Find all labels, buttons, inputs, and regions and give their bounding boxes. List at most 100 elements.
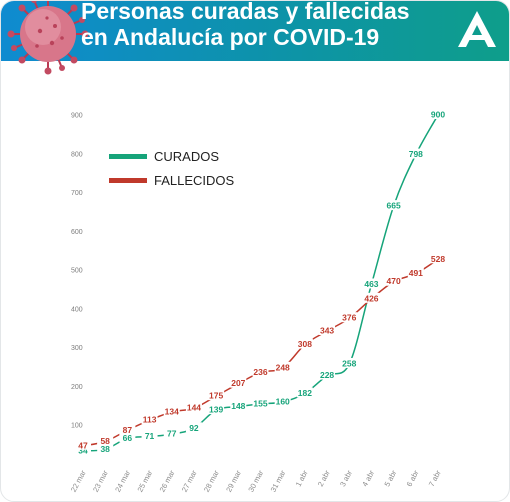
data-label-curados: 258: [342, 358, 356, 368]
data-label-background: [385, 275, 402, 286]
data-label-background: [407, 267, 424, 278]
data-label-background: [341, 312, 358, 323]
y-tick-label: 500: [71, 268, 83, 275]
data-label-fallecidos: 308: [298, 339, 312, 349]
data-label-fallecidos: 134: [165, 407, 179, 417]
data-label-background: [319, 369, 336, 380]
data-label-background: [119, 432, 136, 443]
data-labels: 34 38 66 71 77 92 139 148 155 160 182 228 258 463 665 7…: [75, 109, 446, 455]
data-label-curados: 77: [167, 429, 177, 439]
data-label-curados: 148: [231, 401, 245, 411]
data-label-curados: 463: [364, 279, 378, 289]
x-tick-label: 30 mar: [246, 468, 265, 493]
data-label-background: [363, 292, 380, 303]
data-label-background: [252, 397, 269, 408]
y-tick-label: 400: [71, 306, 83, 313]
data-label-background: [119, 424, 136, 435]
data-label-background: [163, 428, 180, 439]
x-tick-label: 26 mar: [158, 468, 177, 493]
data-label-curados: 182: [298, 388, 312, 398]
data-label-fallecidos: 87: [123, 425, 133, 435]
data-label-background: [230, 400, 247, 411]
data-label-background: [363, 278, 380, 289]
x-tick-label: 31 mar: [269, 468, 288, 493]
data-label-fallecidos: 470: [387, 276, 401, 286]
line-chart: 100 200 300 400 500 600 700 800 900 22 mar 23 mar…: [69, 109, 446, 494]
data-label-curados: 900: [431, 110, 445, 120]
x-tick-label: 27 mar: [180, 468, 199, 493]
data-label-fallecidos: 113: [143, 415, 157, 425]
series-line-fallecidos: [82, 258, 439, 447]
y-tick-label: 800: [71, 151, 83, 158]
data-label-fallecidos: 248: [276, 362, 290, 372]
x-tick-label: 7 abr: [427, 468, 443, 488]
data-label-background: [252, 366, 269, 377]
data-label-background: [141, 414, 158, 425]
title-line-2: en Andalucía por COVID-19: [81, 24, 380, 50]
junta-andalucia-logo-icon: [458, 11, 496, 47]
data-label-fallecidos: 207: [231, 378, 245, 388]
data-label-background: [274, 361, 291, 372]
x-tick-label: 5 abr: [382, 468, 398, 488]
data-label-background: [185, 402, 202, 413]
data-label-fallecidos: 58: [100, 436, 110, 446]
x-tick-label: 1 abr: [294, 468, 310, 488]
data-label-fallecidos: 175: [209, 391, 223, 401]
x-tick-label: 4 abr: [360, 468, 376, 488]
data-label-curados: 798: [409, 149, 423, 159]
x-tick-label: 22 mar: [69, 468, 88, 493]
legend-label-curados: CURADOS: [154, 149, 219, 164]
x-axis: 22 mar 23 mar 24 mar 25 mar 26 mar 27 mar 28 m…: [69, 468, 443, 493]
data-label-background: [208, 404, 225, 415]
data-label-fallecidos: 236: [253, 367, 267, 377]
data-label-fallecidos: 343: [320, 325, 334, 335]
data-label-curados: 155: [253, 398, 267, 408]
coronavirus-icon: [7, 1, 89, 75]
x-tick-label: 2 abr: [316, 468, 332, 488]
data-label-fallecidos: 491: [409, 268, 423, 278]
data-label-fallecidos: 47: [78, 440, 88, 450]
data-label-background: [75, 439, 91, 450]
data-label-background: [296, 387, 313, 398]
data-label-curados: 38: [100, 444, 110, 454]
data-label-background: [385, 200, 402, 211]
legend-swatch-fallecidos: [109, 178, 147, 183]
x-tick-label: 29 mar: [224, 468, 243, 493]
x-tick-label: 6 abr: [405, 468, 421, 488]
y-tick-label: 900: [71, 113, 83, 120]
x-tick-label: 28 mar: [202, 468, 221, 493]
data-label-background: [97, 435, 114, 446]
data-label-background: [341, 357, 358, 368]
y-tick-label: 100: [71, 423, 83, 430]
data-label-fallecidos: 426: [364, 293, 378, 303]
data-label-background: [430, 109, 446, 119]
title-line-1: Personas curadas y fallecidas: [81, 0, 410, 24]
y-axis: 100 200 300 400 500 600 700 800 900: [71, 113, 83, 430]
x-tick-label: 24 mar: [113, 468, 132, 493]
data-label-background: [430, 253, 446, 264]
x-tick-label: 3 abr: [338, 468, 354, 488]
data-label-background: [208, 390, 225, 401]
data-label-fallecidos: 144: [187, 403, 201, 413]
legend-swatch-curados: [109, 154, 147, 159]
data-label-background: [296, 338, 313, 349]
data-label-background: [141, 430, 158, 441]
data-label-curados: 92: [189, 423, 199, 433]
data-label-fallecidos: 528: [431, 254, 445, 264]
data-label-background: [163, 406, 180, 417]
data-label-curados: 34: [78, 445, 88, 455]
data-label-background: [75, 444, 91, 455]
data-label-curados: 66: [123, 433, 133, 443]
data-label-fallecidos: 376: [342, 313, 356, 323]
data-label-background: [97, 443, 114, 454]
legend-label-fallecidos: FALLECIDOS: [154, 173, 235, 188]
data-label-curados: 665: [387, 201, 401, 211]
data-label-curados: 71: [145, 431, 155, 441]
y-tick-label: 300: [71, 345, 83, 352]
data-label-curados: 160: [276, 396, 290, 406]
data-label-background: [230, 377, 247, 388]
data-label-curados: 139: [209, 405, 223, 415]
data-label-background: [185, 422, 202, 433]
x-tick-label: 23 mar: [91, 468, 110, 493]
